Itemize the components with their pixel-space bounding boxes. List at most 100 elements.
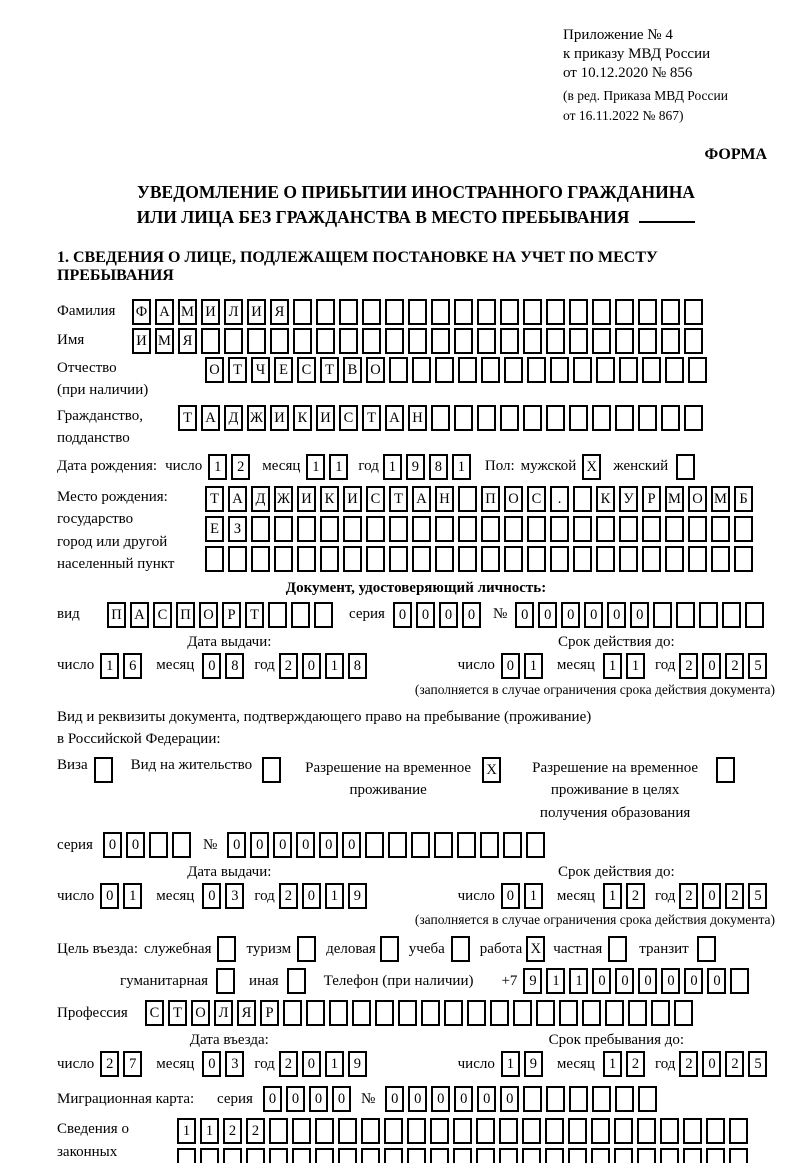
char-box[interactable]: С: [339, 404, 358, 431]
char-box[interactable]: С: [366, 485, 385, 512]
char-box[interactable]: [292, 1118, 311, 1145]
char-box[interactable]: 0: [515, 601, 535, 628]
char-box[interactable]: [228, 545, 247, 572]
char-box[interactable]: [660, 1118, 679, 1145]
char-box[interactable]: [268, 601, 287, 628]
char-box[interactable]: О: [191, 1000, 210, 1027]
char-box[interactable]: [573, 356, 592, 383]
char-box[interactable]: 3: [225, 1051, 245, 1078]
char-box[interactable]: 0: [707, 968, 727, 995]
char-box[interactable]: 5: [748, 1051, 768, 1078]
char-box[interactable]: [407, 1148, 426, 1163]
char-box[interactable]: [343, 545, 362, 572]
char-box[interactable]: 9: [347, 883, 367, 910]
char-box[interactable]: [434, 832, 454, 859]
char-box[interactable]: [504, 356, 523, 383]
char-box[interactable]: 9: [347, 1051, 367, 1078]
char-box[interactable]: 0: [296, 832, 316, 859]
char-box[interactable]: [638, 298, 657, 325]
char-box[interactable]: [637, 1118, 656, 1145]
char-box[interactable]: 0: [461, 601, 481, 628]
char-box[interactable]: Т: [389, 485, 408, 512]
char-box[interactable]: [527, 545, 546, 572]
char-box[interactable]: 1: [324, 883, 344, 910]
char-box[interactable]: [596, 356, 615, 383]
char-box[interactable]: [665, 545, 684, 572]
char-box[interactable]: 1: [306, 453, 326, 480]
char-box[interactable]: [458, 485, 477, 512]
char-box[interactable]: 8: [428, 453, 448, 480]
char-box[interactable]: [205, 545, 224, 572]
char-box[interactable]: О: [504, 485, 523, 512]
char-box[interactable]: А: [155, 298, 174, 325]
char-box[interactable]: 2: [278, 1051, 298, 1078]
char-box[interactable]: [596, 515, 615, 542]
char-box[interactable]: [384, 1118, 403, 1145]
char-box[interactable]: [523, 1086, 543, 1113]
char-box[interactable]: [320, 515, 339, 542]
checkbox-male[interactable]: X: [582, 453, 602, 480]
char-box[interactable]: [734, 515, 753, 542]
char-box[interactable]: [619, 515, 638, 542]
char-box[interactable]: 1: [324, 652, 344, 679]
char-box[interactable]: 0: [125, 832, 145, 859]
char-box[interactable]: [734, 545, 753, 572]
char-box[interactable]: Л: [224, 298, 243, 325]
char-box[interactable]: [592, 327, 611, 354]
char-box[interactable]: 0: [630, 601, 650, 628]
char-box[interactable]: [375, 1000, 394, 1027]
char-box[interactable]: 9: [523, 968, 543, 995]
char-box[interactable]: [730, 968, 750, 995]
char-box[interactable]: [477, 298, 496, 325]
char-box[interactable]: [297, 515, 316, 542]
char-box[interactable]: [320, 545, 339, 572]
char-box[interactable]: [527, 515, 546, 542]
char-box[interactable]: Б: [734, 485, 753, 512]
char-box[interactable]: П: [481, 485, 500, 512]
char-box[interactable]: 1: [602, 1051, 622, 1078]
char-box[interactable]: 8: [347, 652, 367, 679]
char-box[interactable]: [283, 1000, 302, 1027]
char-box[interactable]: С: [153, 601, 172, 628]
char-box[interactable]: Т: [168, 1000, 187, 1027]
char-box[interactable]: [362, 298, 381, 325]
char-box[interactable]: 0: [285, 1086, 305, 1113]
char-box[interactable]: Ж: [274, 485, 293, 512]
char-box[interactable]: [683, 1118, 702, 1145]
char-box[interactable]: В: [343, 356, 362, 383]
char-box[interactable]: Н: [435, 485, 454, 512]
char-box[interactable]: [500, 327, 519, 354]
char-box[interactable]: П: [107, 601, 126, 628]
char-box[interactable]: 2: [246, 1118, 265, 1145]
char-box[interactable]: 6: [123, 652, 143, 679]
char-box[interactable]: 0: [454, 1086, 474, 1113]
checkbox-female[interactable]: [676, 453, 696, 480]
char-box[interactable]: [366, 515, 385, 542]
char-box[interactable]: [412, 356, 431, 383]
char-box[interactable]: [316, 327, 335, 354]
char-box[interactable]: 0: [607, 601, 627, 628]
char-box[interactable]: [366, 545, 385, 572]
char-box[interactable]: [661, 298, 680, 325]
char-box[interactable]: [421, 1000, 440, 1027]
char-box[interactable]: И: [297, 485, 316, 512]
char-box[interactable]: [362, 327, 381, 354]
char-box[interactable]: Д: [224, 404, 243, 431]
char-box[interactable]: [306, 1000, 325, 1027]
char-box[interactable]: 1: [451, 453, 471, 480]
char-box[interactable]: И: [201, 298, 220, 325]
char-box[interactable]: [476, 1118, 495, 1145]
char-box[interactable]: 2: [625, 883, 645, 910]
char-box[interactable]: [477, 404, 496, 431]
char-box[interactable]: [329, 1000, 348, 1027]
char-box[interactable]: [499, 1118, 518, 1145]
char-box[interactable]: 0: [702, 1051, 722, 1078]
char-box[interactable]: 0: [615, 968, 635, 995]
char-box[interactable]: [251, 545, 270, 572]
checkbox-purpose-transit[interactable]: [696, 936, 716, 963]
char-box[interactable]: [711, 545, 730, 572]
char-box[interactable]: Т: [228, 356, 247, 383]
char-box[interactable]: [573, 485, 592, 512]
char-box[interactable]: 0: [342, 832, 362, 859]
char-box[interactable]: [435, 545, 454, 572]
